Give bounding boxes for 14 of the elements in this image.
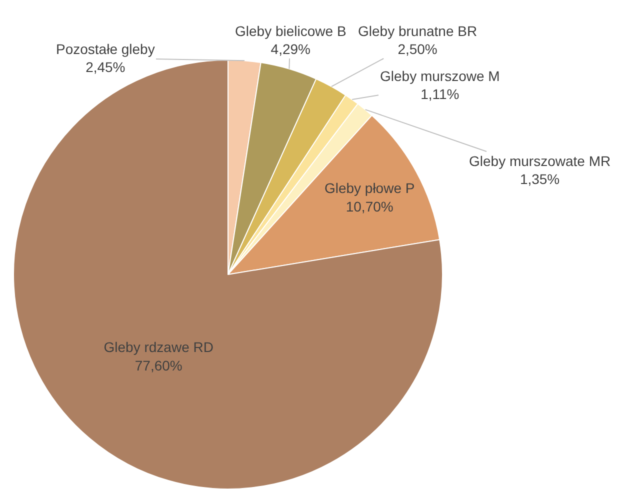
slice-label: Pozostałe gleby: [56, 41, 155, 57]
data-label: 2,50%: [398, 41, 438, 58]
slice-label: Gleby murszowate MR: [469, 153, 611, 169]
data-label: 4,29%: [270, 41, 310, 58]
slice-label: Gleby rdzawe RD: [104, 339, 214, 356]
data-label: 1,35%: [520, 171, 560, 188]
slice-label: Gleby płowe P: [324, 180, 415, 196]
slice-label: Gleby bielicowe B: [235, 23, 346, 39]
slice-label: Gleby brunatne BR: [358, 23, 478, 39]
data-label: 10,70%: [346, 198, 394, 214]
data-label: 1,11%: [420, 86, 460, 102]
data-label: 77,60%: [134, 357, 182, 374]
slice-label: Gleby murszowe M: [380, 68, 500, 84]
data-label: 2,45%: [86, 59, 126, 76]
